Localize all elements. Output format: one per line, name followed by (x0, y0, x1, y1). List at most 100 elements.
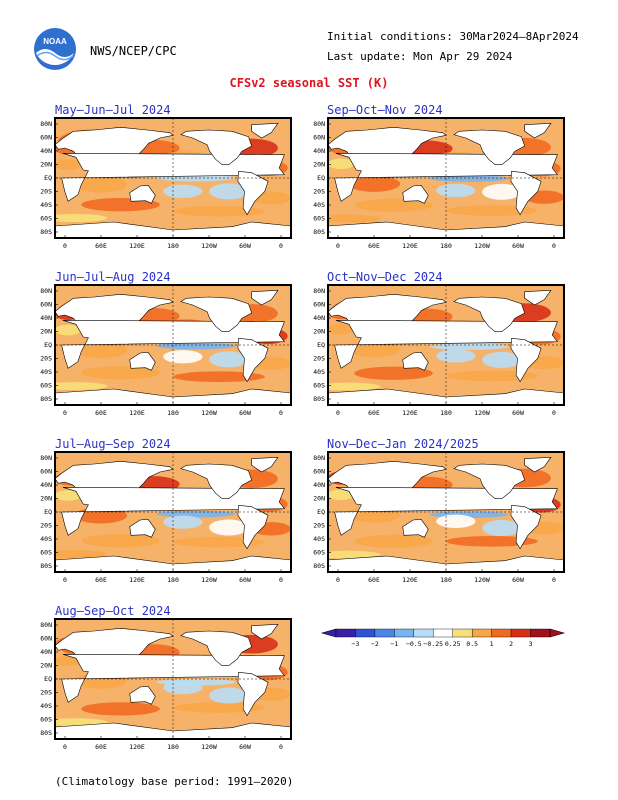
sst-anomaly-patch (328, 382, 381, 391)
sst-anomaly-patch (81, 366, 160, 380)
lon-tick-label: 60W (239, 409, 251, 417)
sst-anomaly-patch (156, 510, 236, 518)
sst-map-3: 80N 60N 40N 20N EQ 20S 40S 60S 80S 0 60E 120E 180 120… (40, 284, 292, 417)
lat-tick-label: 20S (313, 188, 325, 196)
lat-tick-label: 20N (313, 161, 325, 169)
colorbar-svg: −3 −2 −1 −0.5 −0.25 0.25 0.5 1 2 3 (320, 628, 566, 648)
map-panel-3: 80N 60N 40N 20N EQ 20S 40S 60S 80S 0 60E 120E 180 120… (30, 283, 320, 433)
sst-anomaly-patch (163, 350, 203, 364)
sst-anomaly-patch (328, 158, 355, 170)
panel-title-6: Nov–Dec–Jan 2024/2025 (327, 437, 479, 451)
lon-tick-label: 120W (474, 576, 490, 584)
map-panel-6: 80N 60N 40N 20N EQ 20S 40S 60S 80S 0 60E 120E 180 120… (303, 450, 593, 600)
colorbar-segment (452, 628, 473, 638)
landmass (237, 671, 269, 717)
sst-anomaly-patch (354, 534, 433, 548)
lon-tick-label: 60E (95, 576, 107, 584)
sst-anomaly-patch (328, 550, 381, 559)
landmass (129, 685, 156, 705)
panel-title-1: May–Jun–Jul 2024 (55, 103, 171, 117)
colorbar-label: 1 (490, 640, 494, 648)
sst-map-5: 80N 60N 40N 20N EQ 20S 40S 60S 80S 0 60E 120E 180 120… (40, 451, 292, 584)
landmass (251, 456, 279, 473)
sst-anomaly-patch (55, 324, 82, 336)
lon-tick-label: 120W (474, 242, 490, 250)
sst-anomaly-patch (446, 205, 538, 216)
lon-tick-label: 120E (129, 409, 145, 417)
landmass (510, 170, 542, 216)
lat-tick-label: 20S (313, 355, 325, 363)
colorbar-label: −0.5 (406, 640, 422, 648)
lon-tick-label: 60W (512, 409, 524, 417)
lon-tick-label: 120W (201, 743, 217, 751)
landmass (510, 504, 542, 550)
noaa-logo-text: NOAA (43, 37, 67, 46)
sst-anomaly-patch (163, 184, 203, 198)
lat-tick-label: 80S (313, 228, 325, 236)
landmass (251, 122, 279, 139)
panel-title-4: Oct–Nov–Dec 2024 (327, 270, 443, 284)
lat-tick-label: 20N (313, 495, 325, 503)
panel-title-2: Sep–Oct–Nov 2024 (327, 103, 443, 117)
lat-tick-label: 60N (40, 134, 52, 142)
lat-tick-label: 20S (40, 522, 52, 530)
lon-tick-label: 120E (129, 242, 145, 250)
landmass (180, 129, 253, 165)
sst-anomaly-patch (81, 702, 160, 716)
lon-tick-label: 0 (336, 576, 340, 584)
sst-anomaly-patch (436, 349, 476, 363)
landmass (61, 487, 286, 536)
lon-tick-label: 180 (440, 242, 452, 250)
lon-tick-label: 60E (95, 242, 107, 250)
colorbar: −3 −2 −1 −0.5 −0.25 0.25 0.5 1 2 3 (318, 625, 570, 653)
lon-tick-label: 0 (63, 576, 67, 584)
lat-tick-label: 20N (40, 328, 52, 336)
lon-tick-label: 60W (239, 576, 251, 584)
lat-tick-label: EQ (317, 174, 325, 182)
lat-tick-label: EQ (44, 508, 52, 516)
colorbar-arrow-high (549, 628, 566, 638)
landmass (524, 289, 552, 306)
lat-tick-label: 80N (313, 120, 325, 128)
colorbar-segment (530, 628, 551, 638)
noaa-logo: NOAA (33, 27, 77, 71)
lat-tick-label: 80N (313, 287, 325, 295)
lat-tick-label: 40N (40, 648, 52, 656)
lon-tick-label: 0 (63, 409, 67, 417)
sst-map-6: 80N 60N 40N 20N EQ 20S 40S 60S 80S 0 60E 120E 180 120… (313, 451, 565, 584)
landmass (180, 463, 253, 499)
sst-anomaly-patch (55, 214, 108, 222)
lat-tick-label: 20N (313, 328, 325, 336)
lat-tick-label: 40N (40, 481, 52, 489)
lon-tick-label: 180 (167, 242, 179, 250)
lat-tick-label: 60S (40, 382, 52, 390)
colorbar-segment (413, 628, 434, 638)
lat-tick-label: 40S (40, 368, 52, 376)
colorbar-label: 0.5 (466, 640, 478, 648)
lat-tick-label: 20S (40, 689, 52, 697)
colorbar-segment (355, 628, 376, 638)
landmass (334, 153, 559, 202)
lat-tick-label: 60N (313, 134, 325, 142)
colorbar-label: −3 (352, 640, 360, 648)
lat-tick-label: 80S (40, 228, 52, 236)
lat-tick-label: 40S (313, 535, 325, 543)
sst-anomaly-patch (173, 536, 265, 548)
landmass (61, 153, 286, 202)
landmass (251, 289, 279, 306)
last-update: Last update: Mon Apr 29 2024 (327, 50, 513, 63)
lon-tick-label: 120E (129, 576, 145, 584)
lat-tick-label: EQ (44, 675, 52, 683)
lon-tick-label: 0 (279, 743, 283, 751)
colorbar-label: −0.25 (423, 640, 443, 648)
footnote: (Climatology base period: 1991–2020) (55, 775, 294, 788)
lon-tick-label: 60E (368, 576, 380, 584)
lat-tick-label: 20N (40, 495, 52, 503)
colorbar-label: −1 (390, 640, 398, 648)
sst-anomaly-patch (55, 550, 108, 559)
colorbar-label: 3 (529, 640, 533, 648)
lat-tick-label: 80S (40, 395, 52, 403)
lon-tick-label: 60W (239, 743, 251, 751)
lat-tick-label: 80N (313, 454, 325, 462)
map-panel-2: 80N 60N 40N 20N EQ 20S 40S 60S 80S 0 60E 120E 180 120… (303, 116, 593, 266)
